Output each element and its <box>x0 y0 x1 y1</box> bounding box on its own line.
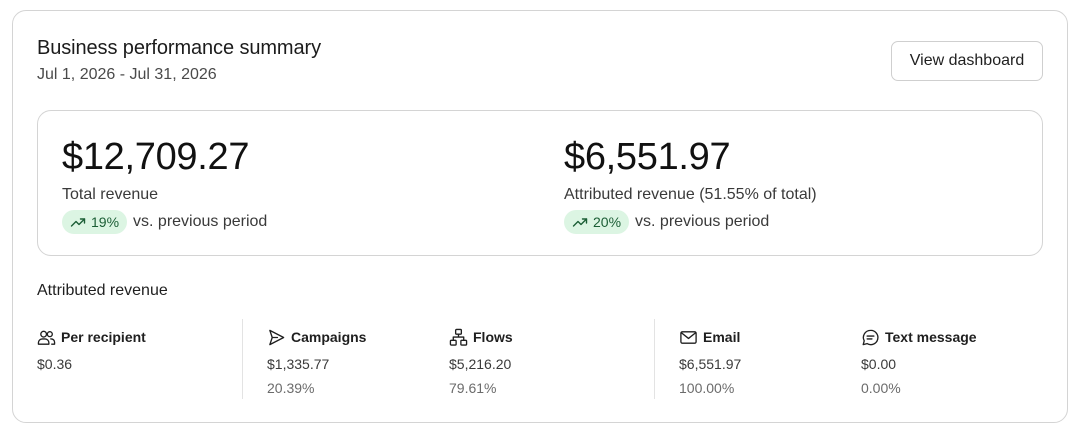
trend-badge: 19% <box>62 210 128 234</box>
metric-value: $0.00 <box>861 356 897 372</box>
metric-header: Flows <box>449 327 513 347</box>
metric-per-recipient: Per recipient $0.36 <box>37 327 146 373</box>
divider <box>654 319 655 399</box>
metric-label: Campaigns <box>291 329 367 345</box>
metric-label: Per recipient <box>61 329 146 345</box>
mail-icon <box>680 330 697 344</box>
attributed-revenue-title: Attributed revenue <box>37 282 168 299</box>
trend-comparison: vs. previous period <box>133 213 268 230</box>
business-performance-card: Business performance summary Jul 1, 2026… <box>12 10 1068 423</box>
metric-text-message: Text message $0.00 0.00% <box>861 327 977 397</box>
trend-comparison: vs. previous period <box>635 213 770 230</box>
view-dashboard-button[interactable]: View dashboard <box>891 41 1043 81</box>
trend-badge: 20% <box>564 210 630 234</box>
metric-label: Text message <box>885 329 977 345</box>
trend-up-icon <box>572 218 588 227</box>
metric-email: Email $6,551.97 100.00% <box>679 327 741 397</box>
metric-percent: 79.61% <box>449 380 497 396</box>
date-range: Jul 1, 2026 - Jul 31, 2026 <box>37 66 217 83</box>
users-icon <box>37 330 56 345</box>
flow-icon <box>449 328 468 346</box>
metric-label: Flows <box>473 329 513 345</box>
metric-value: $5,216.20 <box>449 356 512 372</box>
message-icon <box>862 329 879 345</box>
metric-percent: 20.39% <box>267 380 315 396</box>
trend-percent: 20% <box>593 214 622 230</box>
metric-percent: 0.00% <box>861 380 901 396</box>
metric-label: Email <box>703 329 741 345</box>
metric-percent: 100.00% <box>679 380 735 396</box>
metric-header: Per recipient <box>37 327 146 347</box>
metric-campaigns: Campaigns $1,335.77 20.39% <box>267 327 366 397</box>
metric-value: $0.36 <box>37 356 73 372</box>
metric-header: Campaigns <box>267 327 366 347</box>
kpi-value: $12,709.27 <box>62 136 250 178</box>
trend-percent: 19% <box>91 214 120 230</box>
metric-header: Email <box>679 327 741 347</box>
metric-flows: Flows $5,216.20 79.61% <box>449 327 513 397</box>
kpi-attributed-revenue: $6,551.97 Attributed revenue (51.55% of … <box>564 135 817 234</box>
metric-value: $1,335.77 <box>267 356 330 372</box>
kpi-value: $6,551.97 <box>564 136 731 178</box>
kpi-trend: 19% vs. previous period <box>62 210 267 234</box>
send-icon <box>269 329 285 345</box>
kpi-summary-box: $12,709.27 Total revenue 19% vs. previou… <box>37 110 1043 256</box>
kpi-total-revenue: $12,709.27 Total revenue 19% vs. previou… <box>62 135 267 234</box>
metric-value: $6,551.97 <box>679 356 742 372</box>
kpi-label: Total revenue <box>62 186 159 203</box>
trend-up-icon <box>70 218 86 227</box>
kpi-label: Attributed revenue (51.55% of total) <box>564 186 817 203</box>
kpi-trend: 20% vs. previous period <box>564 210 817 234</box>
divider <box>242 319 243 399</box>
metric-header: Text message <box>861 327 977 347</box>
card-title: Business performance summary <box>37 37 321 59</box>
